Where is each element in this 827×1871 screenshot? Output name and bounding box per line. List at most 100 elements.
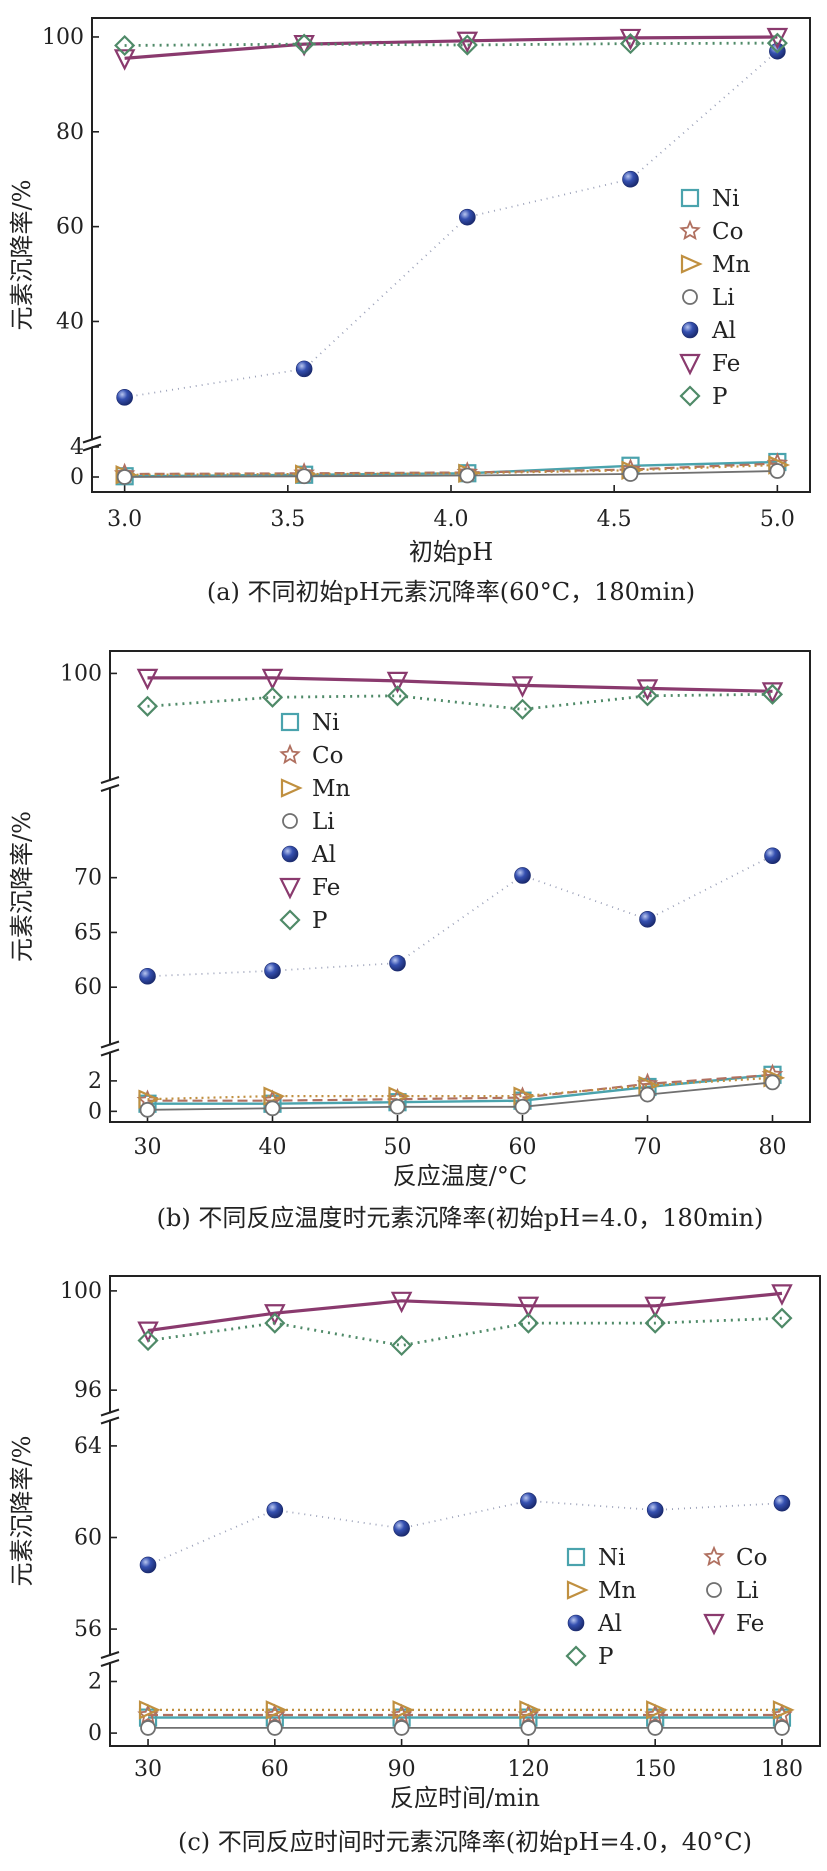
data-point-li <box>639 1086 656 1103</box>
series-mn <box>138 1700 795 1720</box>
legend-entry-co: Co <box>679 219 743 245</box>
legend-label: P <box>312 908 327 934</box>
data-point-fe <box>386 671 409 694</box>
legend-label: Al <box>711 318 736 344</box>
y-tick-label: 65 <box>74 920 102 945</box>
data-point-al <box>514 867 531 884</box>
series-al <box>139 1492 791 1574</box>
legend-marker-co <box>679 219 701 241</box>
legend-entry-li: Li <box>682 285 735 311</box>
data-point-fe <box>771 1284 793 1306</box>
series-ni <box>115 452 787 486</box>
series-co <box>137 1703 793 1725</box>
data-point-p <box>636 685 659 707</box>
data-point-fe <box>264 1304 286 1326</box>
data-point-fe <box>511 676 534 698</box>
y-tick-label: 0 <box>88 1099 102 1124</box>
data-point-al <box>639 910 656 928</box>
series-line-ni <box>147 1073 773 1105</box>
y-axis-break-mark <box>100 1651 120 1667</box>
data-point-li <box>140 1720 156 1736</box>
data-point-al <box>520 1492 537 1510</box>
data-point-mn <box>265 1700 288 1720</box>
data-point-p <box>644 1312 666 1334</box>
series-line-al <box>147 854 773 978</box>
data-point-mn <box>392 1700 415 1720</box>
data-point-p <box>619 33 642 55</box>
legend-marker-li <box>682 289 698 305</box>
plot-frame <box>91 17 811 493</box>
series-ni <box>138 1065 782 1113</box>
legend-label: Fe <box>312 875 340 901</box>
data-point-al <box>773 1494 791 1512</box>
legend-entry-fe: Fe <box>679 351 740 377</box>
legend-marker-p <box>279 909 301 931</box>
legend-entry-al: Al <box>681 318 736 344</box>
legend-marker-ni <box>680 188 700 208</box>
legend-marker-al <box>281 845 299 863</box>
legend-label: Fe <box>736 1611 764 1637</box>
data-point-p <box>293 33 315 55</box>
data-point-al <box>139 967 156 985</box>
legend-entry-co: Co <box>279 743 343 769</box>
y-axis-break-mark <box>100 1040 120 1057</box>
y-tick-label: 2 <box>88 1669 102 1694</box>
x-tick-label: 30 <box>134 1757 162 1782</box>
legend-marker-mn <box>680 254 703 274</box>
data-point-li <box>116 469 133 485</box>
legend-entry-al: Al <box>281 842 336 868</box>
data-point-p <box>771 1307 793 1329</box>
series-li <box>116 463 786 485</box>
legend-marker-fe <box>279 877 301 900</box>
legend-entry-p: P <box>679 384 727 410</box>
legend-label: Fe <box>712 351 740 377</box>
data-point-al <box>295 360 313 378</box>
data-point-fe <box>137 1321 159 1344</box>
legend-marker-mn <box>280 778 303 798</box>
legend-marker-ni <box>280 712 300 732</box>
legend-entry-p: P <box>279 908 327 934</box>
legend-marker-al <box>567 1614 585 1632</box>
x-tick-label: 30 <box>134 1135 162 1160</box>
y-tick-label: 70 <box>74 866 102 891</box>
data-point-mn <box>263 1086 286 1106</box>
legend-label: Ni <box>312 710 339 736</box>
y-tick-label: 60 <box>56 215 84 240</box>
y-tick-label: 0 <box>88 1721 102 1746</box>
legend-label: Ni <box>598 1545 625 1571</box>
legend-entry-fe: Fe <box>703 1611 764 1637</box>
legend-label: P <box>712 384 727 410</box>
legend-entry-co: Co <box>703 1545 767 1571</box>
data-point-p <box>114 34 136 57</box>
legend-entry-al: Al <box>567 1611 622 1637</box>
legend-label: Al <box>597 1611 622 1637</box>
data-point-p <box>766 32 788 54</box>
data-point-fe <box>390 1291 413 1314</box>
series-mn <box>115 455 791 485</box>
x-tick-label: 4.5 <box>597 507 632 532</box>
data-point-mn <box>519 1700 542 1720</box>
chart-caption: (a) 不同初始pH元素沉降率(60°C，180min) <box>207 578 695 606</box>
legend-label: P <box>598 1644 613 1670</box>
legend-marker-p <box>679 385 701 407</box>
legend-entry-ni: Ni <box>680 186 739 212</box>
data-point-p <box>517 1312 539 1334</box>
x-tick-label: 90 <box>388 1757 416 1782</box>
data-point-li <box>647 1720 664 1736</box>
series-line-al <box>124 50 778 399</box>
chart-caption: (b) 不同反应温度时元素沉降率(初始pH=4.0，180min) <box>157 1204 764 1232</box>
legend-label: Co <box>312 743 343 769</box>
y-axis-break-mark <box>100 776 120 792</box>
data-point-li <box>296 468 313 485</box>
data-point-li <box>459 467 476 484</box>
legend-entry-mn: Mn <box>680 252 751 278</box>
x-tick-label: 60 <box>509 1135 537 1160</box>
y-axis-break-mark <box>100 1408 120 1425</box>
data-point-li <box>514 1098 531 1115</box>
series-p <box>137 1307 793 1357</box>
legend-marker-li <box>706 1582 722 1598</box>
data-point-al <box>622 170 639 188</box>
x-tick-label: 180 <box>761 1757 803 1782</box>
data-point-p <box>391 1334 413 1357</box>
chart-panel-c: 30 60 90 120 150 180 0 2 56 60 64 96 100 反应时间/min 元素沉降… <box>8 1275 821 1856</box>
